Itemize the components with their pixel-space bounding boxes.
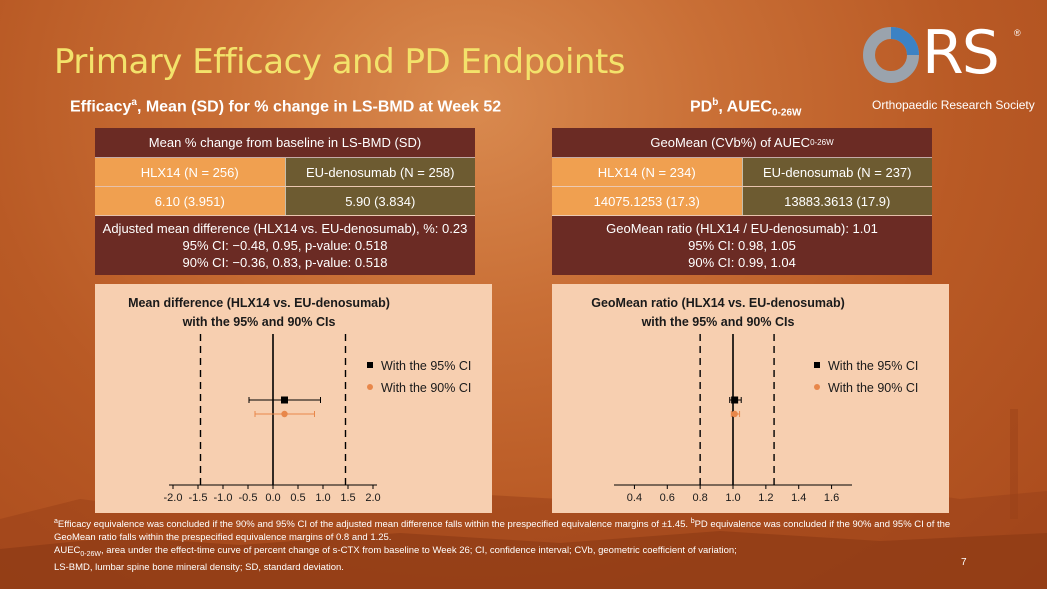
chart-title-line1: Mean difference (HLX14 vs. EU-denosumab): [128, 296, 390, 310]
chart-title-line1: GeoMean ratio (HLX14 vs. EU-denosumab): [591, 296, 845, 310]
x-tick-label: 1.0: [725, 492, 740, 504]
right-subhead-mid: , AUEC: [718, 98, 772, 116]
pd-header-sub: 0-26W: [810, 138, 834, 147]
point-estimate: [281, 410, 288, 418]
point-estimate: [281, 396, 288, 404]
page-number: 7: [961, 557, 967, 568]
legend-label: With the 95% CI: [381, 359, 471, 373]
pd-group-eu: EU-denosumab (N = 237): [741, 158, 932, 186]
left-subhead-sup: a: [131, 97, 137, 108]
legend-label: With the 90% CI: [828, 381, 918, 395]
logo-ring-icon: [863, 27, 919, 83]
logo-letters: RS: [922, 18, 1000, 88]
legend-marker: [367, 384, 373, 390]
footnote-a-sup: a: [54, 518, 58, 525]
efficacy-forest-plot: Mean difference (HLX14 vs. EU-denosumab)…: [128, 296, 471, 504]
x-tick-label: 0.5: [290, 492, 305, 504]
pd-chart-panel: GeoMean ratio (HLX14 vs. EU-denosumab) wi…: [552, 284, 949, 513]
footnote-auec-pre: AUEC: [54, 545, 81, 557]
pd-result-line3: 90% CI: 0.99, 1.04: [688, 255, 796, 270]
x-tick-label: 0.6: [660, 492, 675, 504]
efficacy-table-header: Mean % change from baseline in LS-BMD (S…: [95, 128, 475, 158]
pd-result-line1: GeoMean ratio (HLX14 / EU-denosumab): 1.…: [606, 221, 878, 236]
legend-marker: [367, 362, 373, 368]
left-subhead-rest: , Mean (SD) for % change in LS-BMD at We…: [136, 98, 502, 116]
pd-groups-row: HLX14 (N = 234) EU-denosumab (N = 237): [552, 158, 932, 187]
footnote-auec-sub: 0-26W: [80, 551, 102, 559]
efficacy-values-row: 6.10 (3.951) 5.90 (3.834): [95, 187, 475, 216]
x-tick-label: 1.5: [340, 492, 355, 504]
efficacy-table: Mean % change from baseline in LS-BMD (S…: [95, 128, 475, 275]
x-tick-label: -1.0: [214, 492, 233, 504]
efficacy-group-eu: EU-denosumab (N = 258): [284, 158, 475, 186]
x-tick-label: 1.4: [791, 492, 806, 504]
pd-result-block: GeoMean ratio (HLX14 / EU-denosumab): 1.…: [552, 216, 932, 275]
pd-values-row: 14075.1253 (17.3) 13883.3613 (17.9): [552, 187, 932, 216]
x-tick-label: 0.4: [627, 492, 642, 504]
footnote-line-auec: AUEC0-26W, area under the effect-time cu…: [54, 544, 984, 561]
pd-forest-plot: GeoMean ratio (HLX14 vs. EU-denosumab) wi…: [591, 296, 918, 504]
logo-registered: ®: [1014, 28, 1021, 38]
pd-value-hlx14: 14075.1253 (17.3): [552, 187, 742, 215]
efficacy-value-hlx14: 6.10 (3.951): [95, 187, 285, 215]
pd-result-line2: 95% CI: 0.98, 1.05: [688, 238, 796, 253]
x-tick-label: -2.0: [164, 492, 183, 504]
chart-title-line2: with the 95% and 90% CIs: [182, 315, 336, 329]
pd-group-hlx14: HLX14 (N = 234): [552, 158, 742, 186]
efficacy-groups-row: HLX14 (N = 256) EU-denosumab (N = 258): [95, 158, 475, 187]
efficacy-result-line1: Adjusted mean difference (HLX14 vs. EU-d…: [102, 221, 468, 236]
x-tick-label: -1.5: [189, 492, 208, 504]
legend-marker: [814, 362, 820, 368]
right-subhead-text: PD: [690, 98, 713, 116]
legend-label: With the 90% CI: [381, 381, 471, 395]
point-estimate: [731, 396, 739, 404]
efficacy-header-text: Mean % change from baseline in LS-BMD (S…: [148, 135, 422, 150]
efficacy-result-line3: 90% CI: −0.36, 0.83, p-value: 0.518: [182, 255, 388, 270]
x-tick-label: 1.6: [824, 492, 839, 504]
pd-table-header: GeoMean (CVb%) of AUEC 0-26W: [552, 128, 932, 158]
x-tick-label: 2.0: [365, 492, 380, 504]
footnote-b-text: PD equivalence was concluded if the 90% …: [54, 519, 951, 544]
footnotes: aEfficacy equivalence was concluded if t…: [54, 515, 984, 574]
x-tick-label: 0.0: [265, 492, 280, 504]
legend-label: With the 95% CI: [828, 359, 918, 373]
right-subhead: PDb, AUEC0-26W: [690, 97, 801, 119]
chart-title-line2: with the 95% and 90% CIs: [641, 315, 795, 329]
footnote-b-sup: b: [690, 518, 695, 525]
slide-title: Primary Efficacy and PD Endpoints: [54, 42, 626, 82]
pd-table: GeoMean (CVb%) of AUEC 0-26W HLX14 (N = 2…: [552, 128, 932, 275]
footnote-line-ab: aEfficacy equivalence was concluded if t…: [54, 515, 984, 544]
x-tick-label: 1.0: [315, 492, 330, 504]
right-subhead-sub: 0-26W: [771, 107, 802, 119]
footnote-line-lsbmd: LS-BMD, lumbar spine bone mineral densit…: [54, 562, 344, 574]
efficacy-group-hlx14: HLX14 (N = 256): [95, 158, 285, 186]
x-tick-label: 0.8: [692, 492, 707, 504]
footnote-auec-text: , area under the effect-time curve of pe…: [101, 545, 737, 557]
footnote-a-text: Efficacy equivalence was concluded if th…: [57, 519, 691, 531]
ors-logo: RS ® Orthopaedic Research Society: [862, 18, 1035, 116]
left-subhead-text: Efficacy: [70, 98, 132, 116]
efficacy-result-line2: 95% CI: −0.48, 0.95, p-value: 0.518: [182, 238, 388, 253]
efficacy-chart-panel: Mean difference (HLX14 vs. EU-denosumab)…: [95, 284, 492, 513]
point-estimate: [731, 410, 738, 418]
pd-value-eu: 13883.3613 (17.9): [741, 187, 932, 215]
logo-society-name: Orthopaedic Research Society: [872, 98, 1035, 112]
x-tick-label: 1.2: [758, 492, 773, 504]
efficacy-value-eu: 5.90 (3.834): [284, 187, 475, 215]
efficacy-result-block: Adjusted mean difference (HLX14 vs. EU-d…: [95, 216, 475, 275]
right-subhead-sup: b: [712, 97, 719, 108]
legend-marker: [814, 384, 820, 390]
pd-header-text: GeoMean (CVb%) of AUEC: [650, 135, 811, 150]
x-tick-label: -0.5: [239, 492, 258, 504]
left-subhead: Efficacya, Mean (SD) for % change in LS-…: [70, 97, 501, 116]
